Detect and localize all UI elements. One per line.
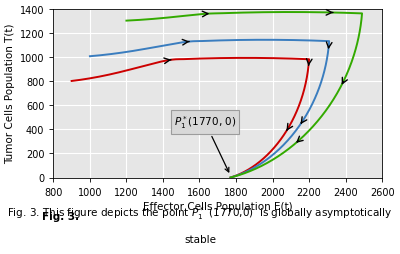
Text: Fig. 3. This figure depicts the point $P^*_1$ (1770,0)  is globally asymptotical: Fig. 3. This figure depicts the point $P… bbox=[7, 204, 393, 221]
Y-axis label: Tumor Cells Population T(t): Tumor Cells Population T(t) bbox=[6, 24, 16, 164]
Text: $P^*_1$(1770, 0): $P^*_1$(1770, 0) bbox=[174, 114, 236, 172]
X-axis label: Effector Cells Population E(t): Effector Cells Population E(t) bbox=[143, 201, 292, 211]
Text: stable: stable bbox=[184, 234, 216, 244]
Text: Fig. 3.: Fig. 3. bbox=[42, 211, 79, 221]
